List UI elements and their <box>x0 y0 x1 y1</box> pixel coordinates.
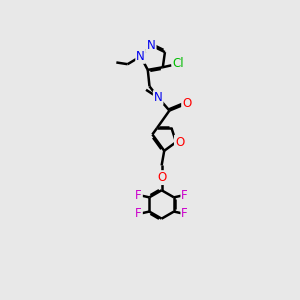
Text: Cl: Cl <box>172 57 184 70</box>
Text: O: O <box>157 171 166 184</box>
Text: F: F <box>135 189 142 202</box>
Text: N: N <box>154 91 163 104</box>
Text: F: F <box>182 189 188 202</box>
Text: N: N <box>136 50 145 63</box>
Text: O: O <box>175 136 184 148</box>
Text: F: F <box>182 207 188 220</box>
Text: F: F <box>135 207 142 220</box>
Text: N: N <box>147 39 156 52</box>
Text: O: O <box>182 97 191 110</box>
